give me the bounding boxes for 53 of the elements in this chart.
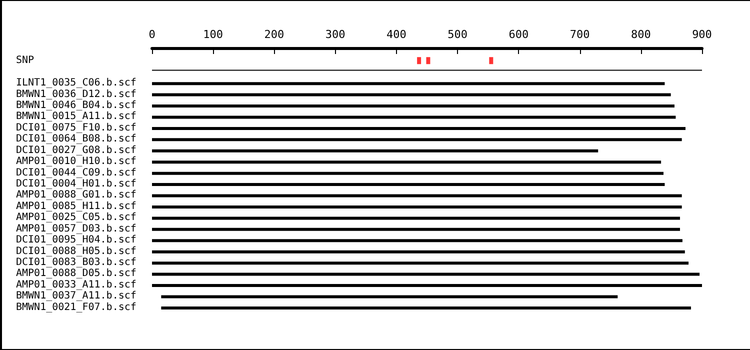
bar bbox=[152, 205, 682, 208]
bar bbox=[152, 216, 680, 220]
x-tick-label: 500 bbox=[448, 28, 468, 41]
y-tick-label: AMP01_0010_H10.b.scf bbox=[16, 156, 136, 168]
bar bbox=[152, 172, 664, 175]
bar bbox=[152, 138, 682, 142]
x-tick-label: 0 bbox=[148, 28, 156, 41]
y-tick-label: DCI01_0088_H05.b.scf bbox=[16, 246, 136, 257]
y-tick-label: DCI01_0027_G08.b.scf bbox=[16, 144, 136, 156]
bar bbox=[152, 149, 598, 152]
bar bbox=[152, 250, 685, 254]
x-tick-label: 100 bbox=[203, 28, 224, 41]
bar bbox=[152, 284, 702, 288]
bar bbox=[152, 116, 676, 119]
y-tick-label: DCI01_0044_C09.b.scf bbox=[16, 167, 136, 178]
bar bbox=[152, 126, 686, 130]
x-tick-label: 200 bbox=[264, 28, 284, 41]
bar bbox=[152, 82, 665, 86]
y-tick-label: DCI01_0075_F10.b.scf bbox=[16, 122, 136, 134]
bar bbox=[152, 104, 674, 108]
bar bbox=[152, 93, 671, 96]
y-tick-label: AMP01_0088_D05.b.scf bbox=[16, 268, 136, 280]
y-tick-label: BMWN1_0015_A11.b.scf bbox=[16, 111, 136, 122]
y-tick-label: AMP01_0033_A11.b.scf bbox=[16, 279, 136, 290]
y-tick-label: AMP01_0088_G01.b.scf bbox=[16, 190, 136, 201]
bar bbox=[161, 306, 691, 310]
x-tick-label: 600 bbox=[508, 28, 529, 41]
bar bbox=[152, 262, 689, 265]
y-tick-label: SNP bbox=[16, 55, 34, 66]
bar bbox=[152, 239, 682, 242]
bar bbox=[152, 160, 662, 164]
y-tick-label: BMWN1_0037_A11.b.scf bbox=[16, 290, 136, 302]
y-tick-label: DCI01_0083_B03.b.scf bbox=[16, 257, 136, 268]
x-tick-label: 400 bbox=[386, 28, 406, 41]
bar bbox=[152, 194, 682, 198]
y-tick-label: ILNT1_0035_C06.b.scf bbox=[16, 78, 136, 89]
y-tick-label: BMWN1_0021_F07.b.scf bbox=[16, 302, 136, 313]
y-tick-label: DCI01_0095_H04.b.scf bbox=[16, 234, 136, 246]
bar bbox=[161, 295, 618, 298]
bar bbox=[152, 228, 680, 231]
y-tick-label: DCI01_0004_H01.b.scf bbox=[16, 178, 136, 190]
y-tick-label: BMWN1_0046_B04.b.scf bbox=[16, 100, 136, 111]
y-tick-label: AMP01_0025_C05.b.scf bbox=[16, 212, 136, 224]
y-tick-label: AMP01_0085_H11.b.scf bbox=[16, 200, 136, 212]
x-tick-label: 300 bbox=[325, 28, 346, 41]
bar bbox=[152, 272, 700, 276]
x-tick-label: 800 bbox=[630, 28, 651, 41]
y-tick-label: DCI01_0064_B08.b.scf bbox=[16, 134, 136, 145]
x-tick-label: 900 bbox=[692, 28, 712, 41]
x-tick-label: 700 bbox=[570, 28, 590, 41]
bar bbox=[152, 183, 665, 186]
y-tick-label: BMWN1_0036_D12.b.scf bbox=[16, 88, 136, 100]
y-tick-label: AMP01_0057_D03.b.scf bbox=[16, 223, 136, 234]
